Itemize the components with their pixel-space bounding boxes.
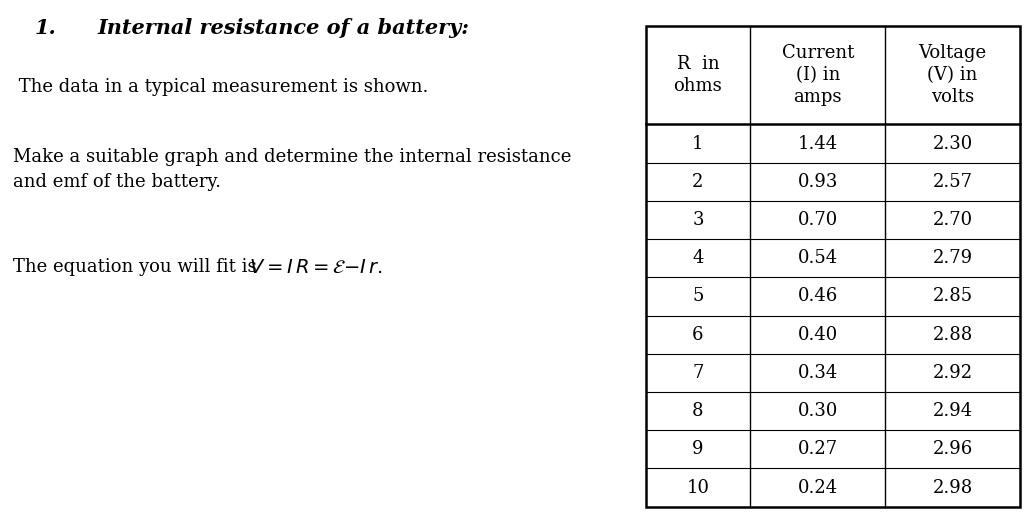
Text: 1: 1 bbox=[692, 134, 703, 153]
Text: 3: 3 bbox=[692, 211, 703, 229]
Text: Internal resistance of a battery:: Internal resistance of a battery: bbox=[97, 18, 470, 38]
Text: 0.34: 0.34 bbox=[798, 364, 838, 382]
Text: 5: 5 bbox=[692, 287, 703, 306]
Text: 7: 7 bbox=[692, 364, 703, 382]
Text: 8: 8 bbox=[692, 402, 703, 420]
Text: 2.94: 2.94 bbox=[933, 402, 973, 420]
Text: The equation you will fit is: The equation you will fit is bbox=[12, 258, 256, 276]
Text: 1.44: 1.44 bbox=[798, 134, 838, 153]
Text: Current
(I) in
amps: Current (I) in amps bbox=[781, 44, 854, 107]
Text: 4: 4 bbox=[692, 249, 703, 267]
Text: 0.46: 0.46 bbox=[798, 287, 838, 306]
Text: 2.30: 2.30 bbox=[933, 134, 973, 153]
Text: 10: 10 bbox=[686, 479, 710, 496]
Text: $V = I\,R = \mathcal{E}{-}I\,r.$: $V = I\,R = \mathcal{E}{-}I\,r.$ bbox=[249, 258, 383, 277]
Text: 0.30: 0.30 bbox=[798, 402, 838, 420]
Text: 2.70: 2.70 bbox=[933, 211, 973, 229]
Text: 2.88: 2.88 bbox=[933, 326, 973, 344]
Text: 0.70: 0.70 bbox=[798, 211, 838, 229]
Text: R  in
ohms: R in ohms bbox=[674, 55, 722, 95]
Text: 0.40: 0.40 bbox=[798, 326, 838, 344]
Text: 2.96: 2.96 bbox=[933, 440, 973, 459]
Text: 0.27: 0.27 bbox=[798, 440, 838, 459]
Text: 9: 9 bbox=[692, 440, 703, 459]
Text: 0.54: 0.54 bbox=[798, 249, 838, 267]
Text: 2.98: 2.98 bbox=[933, 479, 973, 496]
Text: 2.79: 2.79 bbox=[933, 249, 973, 267]
Text: Make a suitable graph and determine the internal resistance
and emf of the batte: Make a suitable graph and determine the … bbox=[12, 148, 571, 191]
Text: 2: 2 bbox=[692, 173, 703, 191]
Text: 1.: 1. bbox=[35, 18, 56, 38]
Text: 2.92: 2.92 bbox=[933, 364, 973, 382]
Text: 2.85: 2.85 bbox=[933, 287, 973, 306]
Text: 2.57: 2.57 bbox=[933, 173, 973, 191]
Text: 6: 6 bbox=[692, 326, 703, 344]
Text: 0.93: 0.93 bbox=[798, 173, 838, 191]
Text: Voltage
(V) in
volts: Voltage (V) in volts bbox=[919, 44, 987, 107]
Text: The data in a typical measurement is shown.: The data in a typical measurement is sho… bbox=[12, 78, 428, 96]
Text: 0.24: 0.24 bbox=[798, 479, 838, 496]
